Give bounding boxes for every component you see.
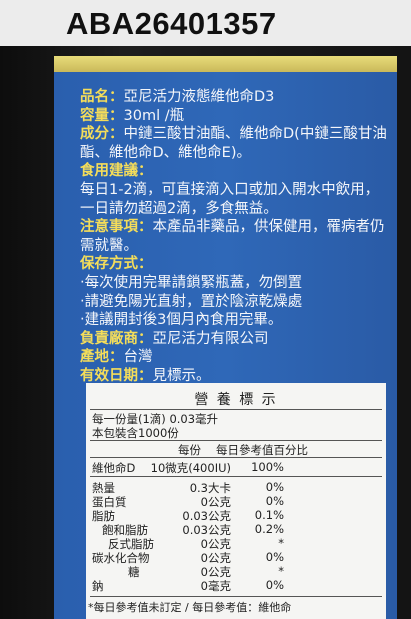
label-item: 每日1-2滴，可直接滴入口或加入開水中飲用，一日請勿超過2滴，多食無益。 <box>80 181 392 218</box>
divider <box>90 409 382 410</box>
label-item: 品名：亞尼活力液態維他命D3 <box>80 88 392 107</box>
item-text: ‧建議開封後3個月內食用完畢。 <box>80 312 282 328</box>
nutrient-percent: 100% <box>251 460 284 474</box>
item-label: 容量： <box>80 108 124 124</box>
item-text: 亞尼活力有限公司 <box>153 331 269 347</box>
nutrient-amount: 0毫克 <box>201 578 231 594</box>
nutrient-percent: * <box>278 536 284 550</box>
nutrient-percent: * <box>278 564 284 578</box>
item-text: 亞尼活力液態維他命D3 <box>124 89 275 105</box>
item-label: 食用建議： <box>80 163 153 179</box>
nutrient-percent: 0% <box>266 494 284 508</box>
label-item: 保存方式： <box>80 255 392 274</box>
label-item: 負責廠商：亞尼活力有限公司 <box>80 330 392 349</box>
column-header: 每日參考值百分比 <box>216 442 308 458</box>
nutrient-name: 鈉 <box>92 578 104 594</box>
page: ABA26401357 品名：亞尼活力液態維他命D3容量：30ml /瓶成分：中… <box>0 0 411 619</box>
item-label: 成分： <box>80 126 124 142</box>
item-label: 品名： <box>80 89 124 105</box>
divider <box>90 476 382 477</box>
servings: 本包裝含1000份 <box>92 425 179 441</box>
item-text: 中鏈三酸甘油酯、維他命D(中鏈三酸甘油酯、維他命D、維他命E)。 <box>80 126 387 161</box>
nutrient-percent: 0.1% <box>255 508 284 522</box>
item-text: 見標示。 <box>153 368 211 384</box>
product-code: ABA26401357 <box>66 6 277 42</box>
label-item: 食用建議： <box>80 162 392 181</box>
label-item: 成分：中鏈三酸甘油酯、維他命D(中鏈三酸甘油酯、維他命D、維他命E)。 <box>80 125 392 162</box>
nutrition-title: 營 養 標 示 <box>86 389 386 409</box>
label-item: 容量：30ml /瓶 <box>80 107 392 126</box>
nutrient-percent: 0% <box>266 578 284 592</box>
nutrient-name: 糖 <box>128 564 140 580</box>
label-item: 注意事項：本產品非藥品，供保健用，罹病者仍需就醫。 <box>80 218 392 255</box>
nutrient-name: 碳水化合物 <box>92 550 150 566</box>
box-top-strip <box>54 56 397 72</box>
item-label: 注意事項： <box>80 219 153 235</box>
divider <box>90 440 382 441</box>
nutrient-percent: 0.2% <box>255 522 284 536</box>
footnote: *每日參考值未訂定 / 每日參考值：維他命 <box>88 599 291 615</box>
label-item: 產地：台灣 <box>80 348 392 367</box>
divider <box>90 596 382 597</box>
item-label: 負責廠商： <box>80 331 153 347</box>
nutrient-name: 維他命D <box>92 460 135 476</box>
item-label: 保存方式： <box>80 256 153 272</box>
nutrition-table: 營 養 標 示 每一份量(1滴) 0.03毫升 本包裝含1000份 每份 每日參… <box>86 383 386 619</box>
label-item: ‧每次使用完畢請鎖緊瓶蓋，勿倒置 <box>80 274 392 293</box>
header-bar: ABA26401357 <box>0 0 411 46</box>
nutrient-amount: 10微克(400IU) <box>151 460 231 476</box>
item-text: ‧請避免陽光直射，置於陰涼乾燥處 <box>80 294 302 310</box>
nutrient-percent: 0% <box>266 550 284 564</box>
divider <box>90 457 382 458</box>
item-text: ‧每次使用完畢請鎖緊瓶蓋，勿倒置 <box>80 275 302 291</box>
item-text: 30ml /瓶 <box>124 108 185 124</box>
item-label: 有效日期： <box>80 368 153 384</box>
label-item: ‧請避免陽光直射，置於陰涼乾燥處 <box>80 293 392 312</box>
item-text: 每日1-2滴，可直接滴入口或加入開水中飲用，一日請勿超過2滴，多食無益。 <box>80 182 379 217</box>
column-header: 每份 <box>178 442 201 458</box>
nutrient-percent: 0% <box>266 480 284 494</box>
item-label: 產地： <box>80 349 124 365</box>
label-item: ‧建議開封後3個月內食用完畢。 <box>80 311 392 330</box>
item-text: 台灣 <box>124 349 153 365</box>
